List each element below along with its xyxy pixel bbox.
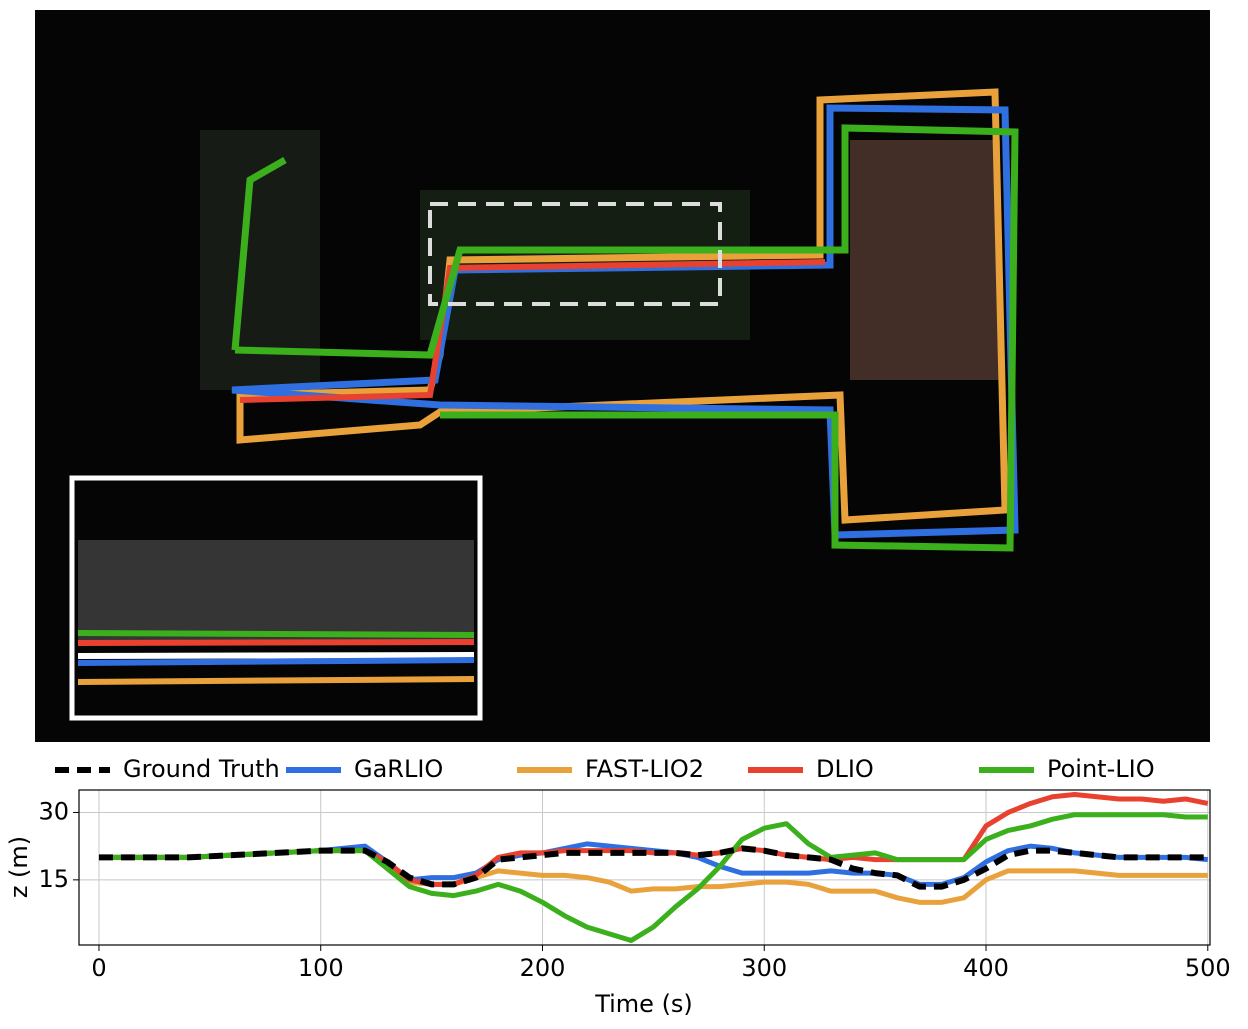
series-line bbox=[98, 848, 1208, 905]
x-tick-label: 300 bbox=[741, 954, 787, 982]
highlight-box bbox=[428, 202, 722, 306]
legend-label: Point-LIO bbox=[1047, 755, 1155, 783]
series-line bbox=[98, 812, 1208, 944]
legend-label: GaRLIO bbox=[354, 755, 443, 783]
inset-trajectory bbox=[77, 630, 475, 638]
x-tick-label: 500 bbox=[1185, 954, 1231, 982]
plot-frame bbox=[78, 789, 1211, 946]
legend-label: FAST-LIO2 bbox=[585, 755, 704, 783]
x-tick-label: 400 bbox=[963, 954, 1009, 982]
inset-buildings bbox=[78, 540, 474, 640]
y-tick-label: 15 bbox=[38, 865, 69, 893]
inset-trajectory bbox=[77, 676, 475, 685]
legend-label: Ground Truth bbox=[123, 755, 280, 783]
x-axis-label: Time (s) bbox=[594, 990, 693, 1018]
point-cloud-map bbox=[35, 10, 1210, 742]
series-line bbox=[98, 845, 1208, 890]
field bbox=[850, 140, 1000, 380]
legend-label: DLIO bbox=[816, 755, 874, 783]
x-tick-label: 200 bbox=[520, 954, 566, 982]
y-axis-label: z (m) bbox=[5, 836, 33, 898]
x-tick-label: 0 bbox=[91, 954, 106, 982]
inset-trajectory bbox=[77, 652, 475, 659]
x-tick-label: 100 bbox=[298, 954, 344, 982]
inset-trajectory bbox=[77, 639, 475, 646]
trajectory bbox=[231, 104, 1019, 539]
trajectory bbox=[231, 156, 287, 351]
inset-trajectory bbox=[77, 657, 475, 666]
y-tick-label: 30 bbox=[38, 797, 69, 825]
trajectory bbox=[234, 124, 1019, 552]
